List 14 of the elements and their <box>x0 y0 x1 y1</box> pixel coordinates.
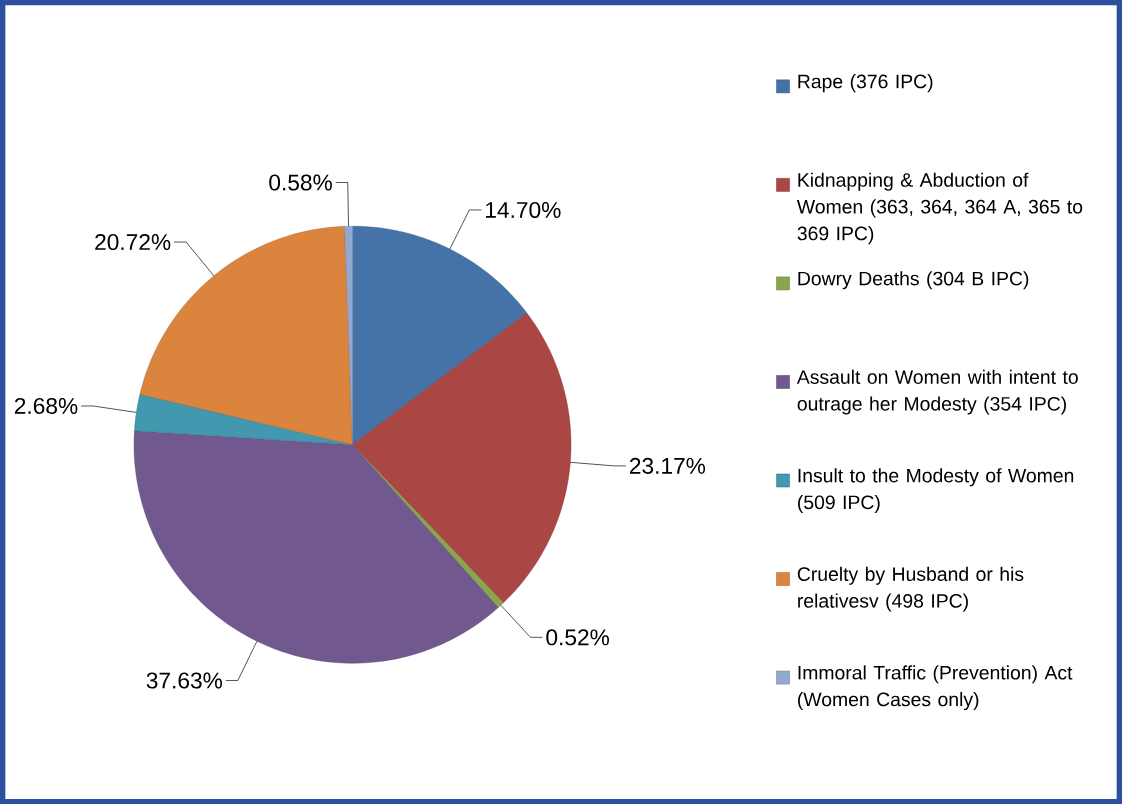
data-label: 0.52% <box>546 629 610 646</box>
data-label: 0.58% <box>269 174 332 191</box>
data-label: 37.63% <box>146 672 223 689</box>
data-label: 23.17% <box>630 457 706 474</box>
data-label: 2.68% <box>14 397 78 414</box>
legend-label: Kidnapping & Abduction of Women (363, 364, 364 A, 365 to 369 IPC) <box>796 172 1083 245</box>
legend-label: Rape (376 IPC) <box>798 73 933 93</box>
data-label: 20.72% <box>95 233 171 250</box>
legend-label: Insult to the Modesty of Women (509 IPC) <box>798 468 1074 513</box>
data-label: 14.70% <box>486 201 561 218</box>
legend-label: Assault on Women with intent to outrage her Modesty (354 IPC) <box>796 369 1078 415</box>
legend-label: Immoral Traffic (Prevention) Act (Women Cases only) <box>798 665 1073 710</box>
legend-label: Cruelty by Husband or his relativesv (498 IPC) <box>797 566 1024 612</box>
legend-label: Dowry Deaths (304 B IPC) <box>798 271 1029 290</box>
